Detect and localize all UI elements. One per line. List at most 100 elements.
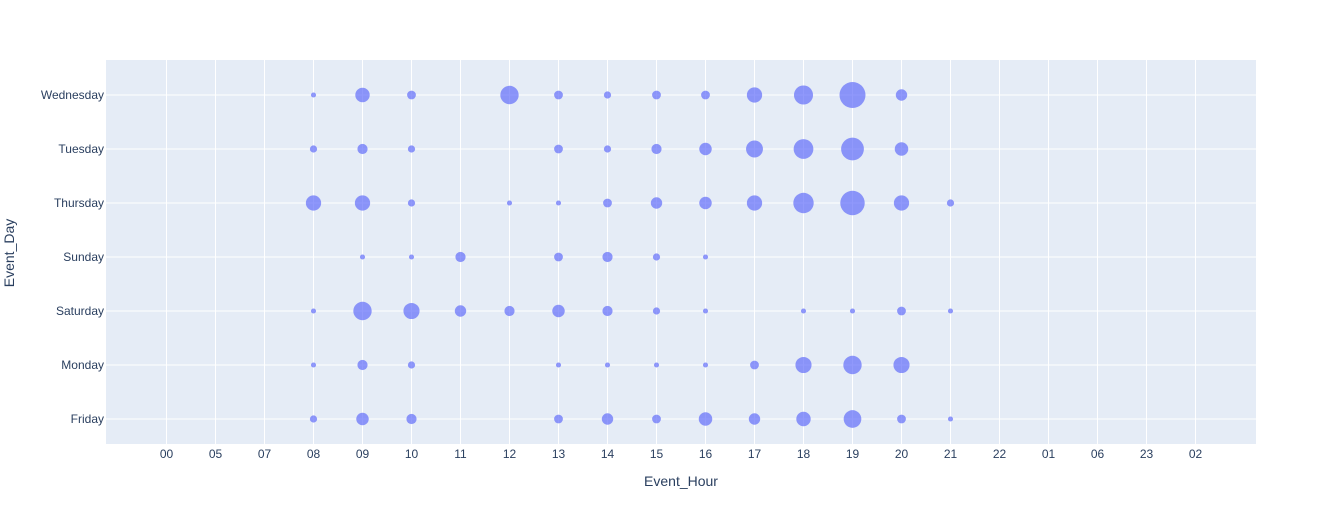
x-tick-label: 02 xyxy=(1189,447,1203,461)
x-tick-label: 00 xyxy=(160,447,174,461)
bubble-point[interactable] xyxy=(699,142,712,156)
bubble-point[interactable] xyxy=(699,196,712,210)
bubble-point[interactable] xyxy=(841,137,864,161)
x-tick-label: 06 xyxy=(1091,447,1105,461)
bubble-point[interactable] xyxy=(406,413,417,425)
bubble-point[interactable] xyxy=(698,412,713,426)
x-tick-label: 18 xyxy=(797,447,811,461)
bubble-point[interactable] xyxy=(603,145,612,153)
bubble-point[interactable] xyxy=(796,411,811,427)
bubble-point[interactable] xyxy=(305,195,322,211)
bubble-point[interactable] xyxy=(650,197,663,209)
bubble-point[interactable] xyxy=(894,142,909,156)
bubble-point[interactable] xyxy=(455,251,466,263)
bubble-point[interactable] xyxy=(839,82,866,108)
y-tick-label: Friday xyxy=(71,412,104,426)
bubble-point[interactable] xyxy=(843,355,862,375)
bubble-point[interactable] xyxy=(652,90,661,100)
bubble-point[interactable] xyxy=(843,410,862,428)
bubble-point[interactable] xyxy=(702,362,709,368)
bubble-point[interactable] xyxy=(897,306,906,316)
y-tick-labels: Friday Monday Saturday Sunday Thursday Tuesda… xyxy=(41,88,104,426)
x-tick-label: 07 xyxy=(258,447,272,461)
bubble-point[interactable] xyxy=(603,91,612,99)
bubble-point[interactable] xyxy=(403,302,420,320)
plot-background xyxy=(106,60,1256,444)
x-tick-label: 13 xyxy=(552,447,566,461)
bubble-point[interactable] xyxy=(357,143,368,155)
bubble-point[interactable] xyxy=(354,195,371,211)
x-tick-label: 16 xyxy=(699,447,713,461)
x-tick-label: 22 xyxy=(993,447,1007,461)
bubble-point[interactable] xyxy=(408,254,415,260)
bubble-point[interactable] xyxy=(603,198,612,208)
bubble-point[interactable] xyxy=(552,304,565,318)
bubble-point[interactable] xyxy=(748,413,761,425)
bubble-point[interactable] xyxy=(554,414,563,424)
bubble-point[interactable] xyxy=(702,308,709,314)
x-tick-label: 01 xyxy=(1042,447,1056,461)
bubble-point[interactable] xyxy=(702,254,709,260)
bubble-point[interactable] xyxy=(554,90,563,100)
bubble-point[interactable] xyxy=(746,140,763,158)
bubble-point[interactable] xyxy=(310,308,317,314)
bubble-point[interactable] xyxy=(555,362,562,368)
bubble-point[interactable] xyxy=(800,308,807,314)
bubble-point[interactable] xyxy=(947,308,954,314)
bubble-point[interactable] xyxy=(407,199,416,207)
bubble-point[interactable] xyxy=(310,362,317,368)
bubble-point[interactable] xyxy=(652,414,661,424)
y-tick-label: Monday xyxy=(61,358,104,372)
bubble-point[interactable] xyxy=(500,85,519,105)
bubble-point[interactable] xyxy=(897,414,906,424)
bubble-point[interactable] xyxy=(454,305,467,317)
bubble-point[interactable] xyxy=(353,301,372,321)
bubble-point[interactable] xyxy=(750,360,759,370)
x-tick-label: 11 xyxy=(454,447,467,461)
bubble-point[interactable] xyxy=(651,143,662,155)
bubble-point[interactable] xyxy=(309,145,318,153)
bubble-point[interactable] xyxy=(652,253,661,261)
bubble-point[interactable] xyxy=(840,190,865,216)
bubble-point[interactable] xyxy=(357,359,368,371)
bubble-point[interactable] xyxy=(309,415,318,423)
bubble-point[interactable] xyxy=(604,362,611,368)
bubble-point[interactable] xyxy=(554,144,563,154)
bubble-point[interactable] xyxy=(601,413,614,425)
bubble-point[interactable] xyxy=(355,87,370,103)
bubble-point[interactable] xyxy=(895,89,908,101)
bubble-point[interactable] xyxy=(653,362,660,368)
bubble-point[interactable] xyxy=(793,139,814,159)
x-tick-label: 12 xyxy=(503,447,517,461)
bubble-point[interactable] xyxy=(795,356,812,374)
bubble-point[interactable] xyxy=(602,251,613,263)
bubble-point[interactable] xyxy=(504,305,515,317)
bubble-point[interactable] xyxy=(793,192,814,214)
x-gridlines xyxy=(166,60,1196,444)
bubble-point[interactable] xyxy=(356,412,369,426)
x-tick-label: 10 xyxy=(405,447,419,461)
bubble-point[interactable] xyxy=(555,200,562,206)
bubble-point[interactable] xyxy=(359,254,366,260)
bubble-point[interactable] xyxy=(506,200,513,206)
bubble-point[interactable] xyxy=(746,87,763,103)
bubble-point[interactable] xyxy=(652,307,661,315)
x-tick-label: 05 xyxy=(209,447,223,461)
y-tick-label: Wednesday xyxy=(41,88,104,102)
bubble-point[interactable] xyxy=(947,416,954,422)
bubble-point[interactable] xyxy=(554,252,563,262)
bubble-point[interactable] xyxy=(849,308,856,314)
bubble-point[interactable] xyxy=(793,85,814,105)
bubble-point[interactable] xyxy=(746,195,763,211)
bubble-point[interactable] xyxy=(310,92,317,98)
bubble-markers xyxy=(305,82,955,428)
bubble-point[interactable] xyxy=(701,90,710,100)
bubble-point[interactable] xyxy=(407,145,416,153)
bubble-point[interactable] xyxy=(893,356,910,374)
bubble-point[interactable] xyxy=(407,90,416,100)
bubble-point[interactable] xyxy=(602,305,613,317)
bubble-point[interactable] xyxy=(946,199,955,207)
bubble-point[interactable] xyxy=(893,195,910,211)
bubble-point[interactable] xyxy=(407,361,416,369)
